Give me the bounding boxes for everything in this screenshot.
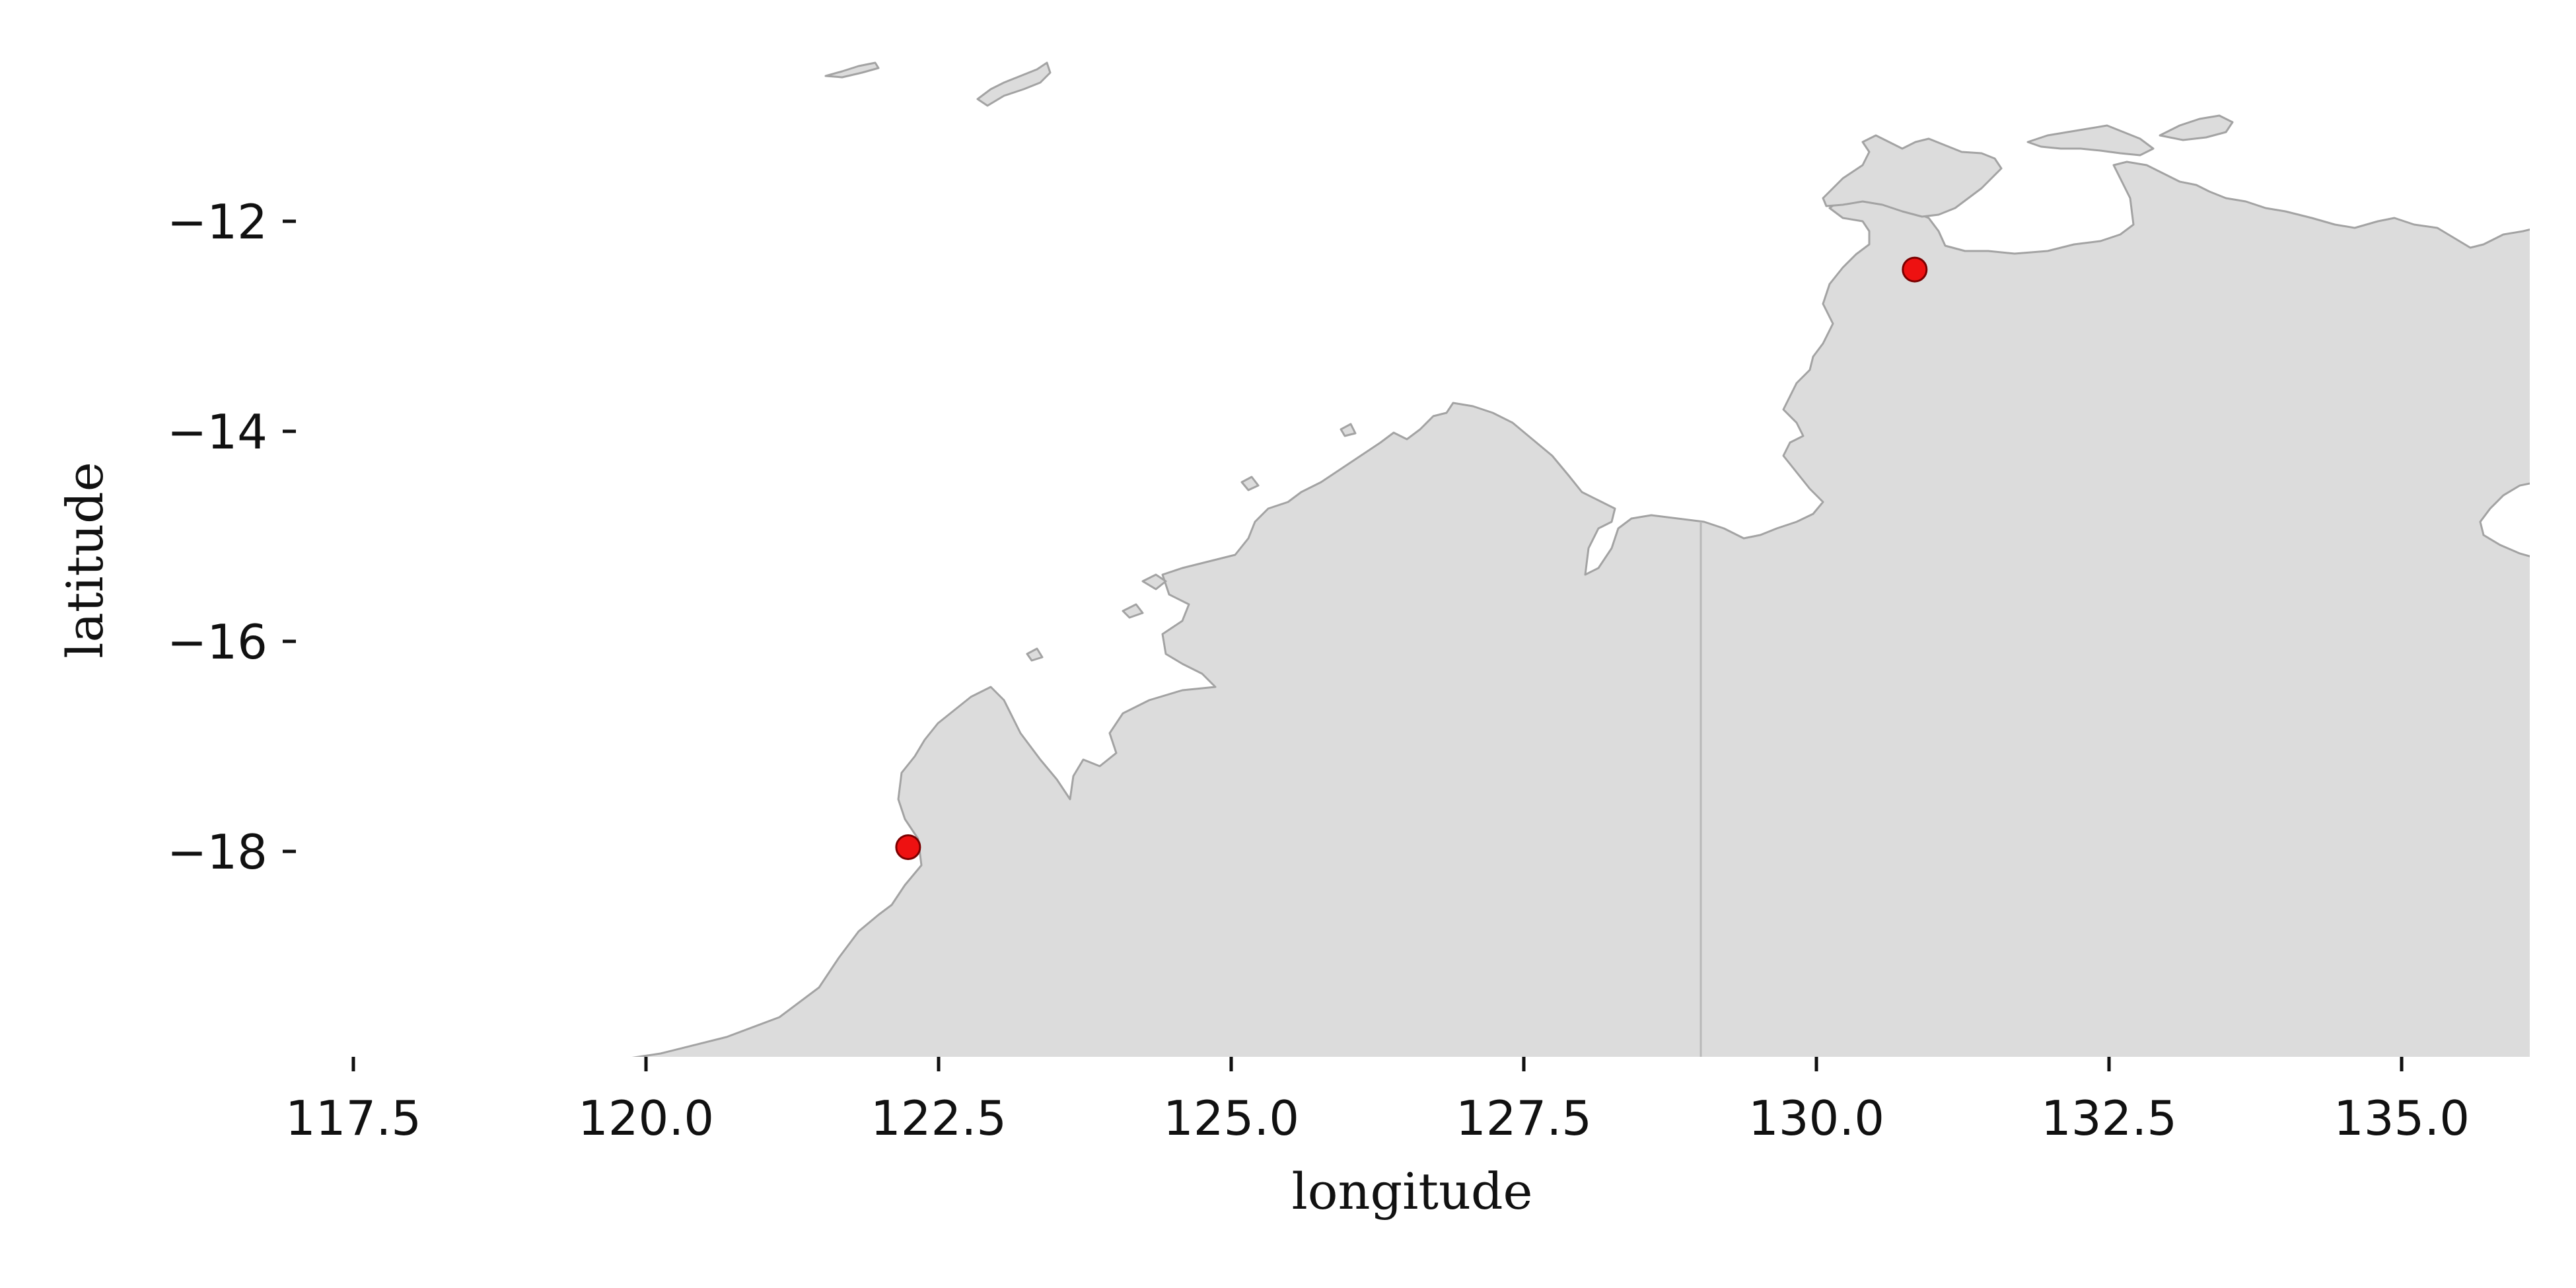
x-tick-label: 127.5 (1456, 1091, 1592, 1146)
y-tick-label: −14 (167, 404, 268, 460)
x-tick-label: 117.5 (285, 1091, 421, 1146)
east-coast-water (2479, 482, 2530, 557)
x-tick-label: 135.0 (2334, 1091, 2470, 1146)
y-tick-label: −12 (167, 194, 268, 250)
y-tick-label: −18 (167, 824, 268, 880)
x-axis: 117.5 120.0 122.5 125.0 127.5 130.0 132.… (285, 1057, 2470, 1221)
map-plot-area (631, 61, 2530, 1057)
x-tick-label: 122.5 (871, 1091, 1007, 1146)
location-point (895, 834, 921, 861)
cobourg-peninsula (2026, 124, 2155, 157)
location-point (1902, 256, 1928, 283)
timor-fragment-east (976, 61, 1052, 107)
x-axis-title: longitude (1291, 1162, 1532, 1221)
kimberley-islets (1026, 423, 1357, 662)
tiwi-island (1822, 134, 2003, 218)
x-tick-label: 132.5 (2041, 1091, 2177, 1146)
y-axis-title: latitude (55, 462, 114, 659)
croker-islands (2159, 114, 2234, 141)
x-tick-label: 130.0 (1748, 1091, 1884, 1146)
y-axis: −12 −14 −16 −18 latitude (55, 194, 296, 880)
x-tick-label: 125.0 (1163, 1091, 1299, 1146)
mainland-landmass (631, 161, 2530, 1057)
x-tick-label: 120.0 (578, 1091, 714, 1146)
scatter-points (895, 256, 1928, 861)
timor-fragment-west (824, 61, 880, 79)
y-tick-label: −16 (167, 614, 268, 670)
